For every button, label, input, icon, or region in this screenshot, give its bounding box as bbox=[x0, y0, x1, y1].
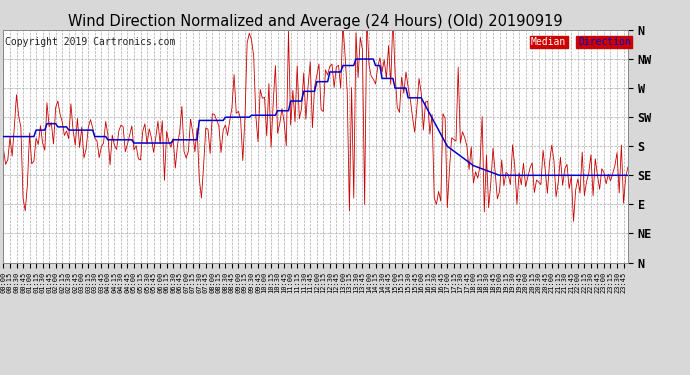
Text: Copyright 2019 Cartronics.com: Copyright 2019 Cartronics.com bbox=[5, 37, 175, 47]
Text: Direction: Direction bbox=[578, 37, 631, 47]
Title: Wind Direction Normalized and Average (24 Hours) (Old) 20190919: Wind Direction Normalized and Average (2… bbox=[68, 14, 563, 29]
Text: Median: Median bbox=[531, 37, 566, 47]
